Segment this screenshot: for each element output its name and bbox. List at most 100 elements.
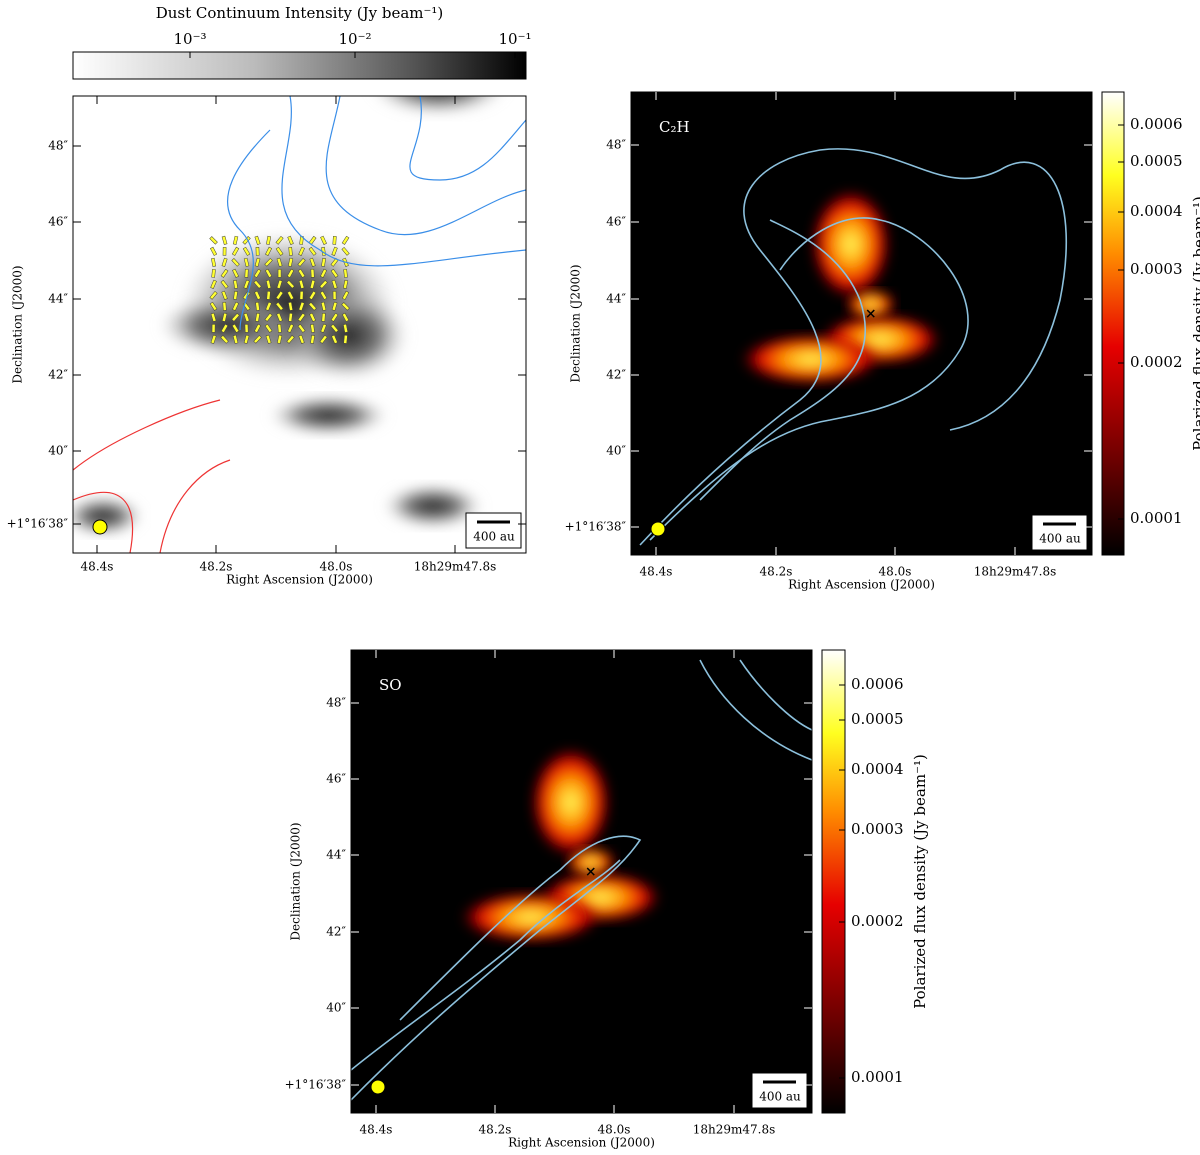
polarization-vector (276, 312, 283, 322)
polarization-vector (286, 280, 295, 289)
polarization-vector (277, 269, 282, 278)
polarization-vector (210, 246, 218, 256)
polarization-vector (264, 268, 273, 278)
polarization-vector (255, 301, 260, 311)
polarization-vector (342, 290, 350, 300)
colorbar-label: Polarized flux density (Jy beam⁻¹) (1190, 196, 1200, 451)
beam (650, 521, 666, 537)
source-marker: × (865, 306, 877, 322)
polarization-vector (210, 279, 217, 289)
polarization-vector (221, 290, 228, 300)
y-tick-label: 44″ (606, 292, 626, 306)
polarization-vector (331, 334, 338, 344)
polarization-vector (341, 235, 350, 245)
polarization-vector (265, 334, 272, 344)
polarization-vector (320, 301, 327, 311)
polarization-vector (319, 290, 328, 300)
polarization-vector (231, 313, 240, 322)
polarization-vector (242, 236, 251, 245)
scalebar-label: 400 au (473, 530, 515, 544)
polarization-vector (231, 323, 240, 333)
y-tick-label: 44″ (326, 848, 346, 862)
dust-emission (73, 496, 143, 536)
polarization-vector (210, 334, 217, 344)
polarization-vector (275, 235, 284, 245)
polarization-vector (297, 312, 306, 322)
polarization-vector (277, 323, 282, 333)
polarization-vector (211, 324, 216, 333)
polarization-vector (320, 268, 327, 278)
polarization-vector (309, 312, 316, 322)
polarization-vector (321, 312, 326, 322)
x-axis-label: Right Ascension (J2000) (508, 1136, 655, 1150)
colorbar-tick-label: 0.0006 (1130, 115, 1183, 133)
colorbar (821, 649, 846, 1114)
polarization-vector (288, 246, 293, 256)
x-tick-label: 18h29m47.8s (693, 1123, 776, 1137)
line-contour (699, 659, 812, 761)
polarization-vector (288, 301, 294, 311)
polarization-vector (275, 301, 284, 311)
polarization-vector (297, 268, 306, 278)
x-axis-label: Right Ascension (J2000) (226, 573, 373, 587)
x-tick-label: 18h29m47.8s (974, 565, 1057, 579)
scalebar-box (1031, 514, 1088, 551)
y-tick-label: 42″ (606, 368, 626, 382)
polarization-vector (243, 312, 250, 322)
x-tick-label: 48.4s (640, 565, 673, 579)
polarization-vector (309, 279, 316, 289)
polarization-vector (222, 301, 227, 311)
polarization-vector (331, 246, 338, 256)
polarization-vector (211, 257, 217, 267)
outflow-contour (227, 129, 271, 331)
colorbar-tick-label: 0.0002 (1130, 353, 1183, 371)
dust-emission (288, 290, 409, 381)
y-tick-label: 48″ (326, 696, 346, 710)
y-tick-label: 44″ (48, 292, 68, 306)
polarization-vector (309, 257, 316, 267)
colorbar-tick-label: 0.0004 (1130, 202, 1183, 220)
panel: × C₂H 400 au 48″ 46″ 44″ 42″ 40″ +1°16′38″ 48.4s 4… (565, 91, 1200, 592)
x-tick-label: 48.4s (81, 560, 114, 574)
polarization-vector (264, 312, 273, 322)
polarization-vector (244, 324, 249, 333)
polarization-vector (254, 235, 261, 245)
colorbar-tick-label: 10⁻² (338, 30, 371, 48)
polarization-vector (231, 258, 240, 267)
y-axis-label: Declination (J2000) (289, 822, 303, 940)
x-tick-label: 48.2s (479, 1123, 512, 1137)
polarization-vector (275, 246, 284, 256)
colorbar-tick-label: 0.0006 (851, 675, 904, 693)
colorbar-tick-label: 0.0003 (1130, 260, 1183, 278)
frame (350, 649, 813, 1114)
polarization-vector (308, 246, 317, 256)
y-axis-label: Declination (J2000) (11, 265, 25, 383)
polarization-vector (266, 235, 272, 245)
polarization-vector (343, 279, 349, 289)
scalebar-box (465, 512, 522, 549)
polarization-vector (233, 290, 238, 300)
polarization-vector (221, 312, 228, 322)
polarization-vector (286, 268, 295, 278)
y-tick-label: 46″ (326, 772, 346, 786)
x-tick-label: 48.0s (879, 565, 912, 579)
x-tick-label: 48.4s (360, 1123, 393, 1137)
polarization-vector (243, 279, 250, 289)
colorbar-tick-label: 0.0001 (1130, 509, 1183, 527)
polarization-vector (332, 235, 337, 245)
polarization-vector (265, 246, 273, 256)
line-contour (649, 217, 969, 541)
polarization-vector (298, 301, 305, 311)
outflow-contour (409, 96, 526, 181)
outflow-contour (73, 399, 231, 553)
line-contour (699, 219, 866, 501)
polarization-vector (341, 302, 350, 311)
y-tick-label: 48″ (606, 138, 626, 152)
colorbar-tick-label: 10⁻¹ (498, 30, 531, 48)
polarization-vector (232, 301, 239, 311)
polarization-vector (209, 236, 218, 245)
polarization-vector (253, 280, 262, 289)
polarization-vector (210, 312, 217, 322)
polarization-vector (319, 334, 328, 344)
polarization-vector (209, 290, 218, 300)
